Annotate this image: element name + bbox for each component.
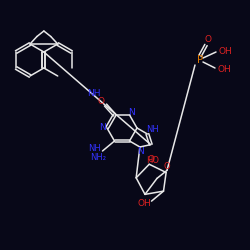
Text: O: O (204, 36, 212, 44)
Text: O: O (148, 155, 155, 164)
Text: OH: OH (138, 198, 151, 207)
Text: N: N (138, 148, 144, 156)
Text: OH: OH (218, 46, 232, 56)
Text: OH: OH (217, 64, 231, 74)
Text: NH₂: NH₂ (90, 154, 106, 162)
Text: NH: NH (88, 144, 101, 154)
Text: NH: NH (88, 89, 101, 98)
Text: N: N (128, 108, 135, 116)
Text: HO: HO (146, 156, 160, 165)
Text: N: N (98, 124, 105, 132)
Text: NH: NH (146, 126, 159, 134)
Text: P: P (197, 55, 203, 65)
Text: O: O (164, 162, 170, 171)
Text: O: O (98, 96, 105, 106)
